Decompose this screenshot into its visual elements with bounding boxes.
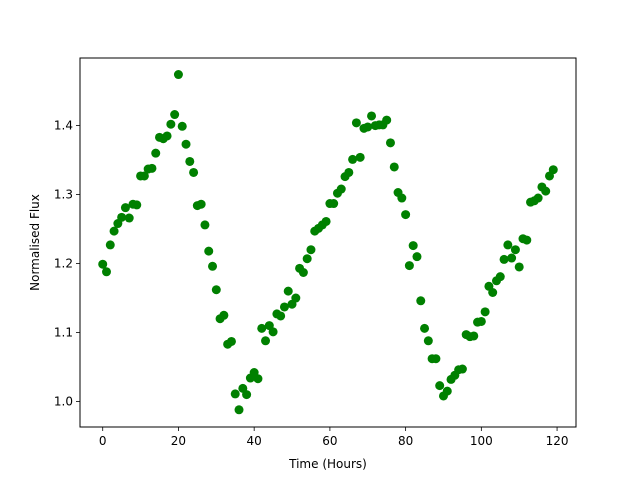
data-point bbox=[102, 267, 111, 277]
data-point bbox=[423, 336, 433, 346]
x-tick-label: 100 bbox=[470, 434, 493, 448]
data-point bbox=[382, 115, 392, 125]
data-point bbox=[321, 216, 331, 226]
data-point bbox=[120, 203, 130, 213]
data-point bbox=[401, 210, 411, 220]
data-point bbox=[132, 200, 142, 210]
data-point bbox=[291, 293, 301, 303]
y-tick-label: 1.3 bbox=[54, 188, 73, 202]
data-point bbox=[200, 220, 210, 230]
data-point bbox=[385, 138, 395, 148]
data-points bbox=[98, 70, 558, 415]
data-point bbox=[306, 245, 316, 255]
data-point bbox=[302, 254, 312, 264]
data-point bbox=[283, 286, 293, 296]
x-axis-label: Time (Hours) bbox=[288, 457, 367, 471]
data-point bbox=[522, 235, 532, 245]
x-tick-label: 20 bbox=[171, 434, 186, 448]
data-point bbox=[363, 122, 373, 132]
data-point bbox=[367, 111, 377, 121]
data-point bbox=[226, 336, 236, 346]
data-point bbox=[348, 154, 358, 164]
data-point bbox=[420, 323, 430, 333]
y-axis-label: Normalised Flux bbox=[28, 194, 42, 291]
data-point bbox=[480, 307, 490, 317]
y-tick-label: 1.2 bbox=[54, 257, 73, 271]
data-point bbox=[177, 121, 187, 131]
data-point bbox=[151, 148, 161, 158]
data-point bbox=[242, 390, 252, 400]
data-point bbox=[510, 245, 520, 255]
data-point bbox=[495, 272, 505, 282]
data-point bbox=[469, 331, 479, 341]
data-point bbox=[211, 285, 221, 295]
data-point bbox=[344, 167, 354, 177]
data-point bbox=[98, 259, 108, 269]
data-point bbox=[170, 110, 180, 120]
data-point bbox=[181, 139, 191, 149]
x-tick-label: 60 bbox=[322, 434, 337, 448]
y-tick-label: 1.4 bbox=[54, 119, 73, 133]
data-point bbox=[117, 212, 127, 222]
data-point bbox=[279, 302, 289, 312]
data-point bbox=[533, 193, 543, 203]
data-point bbox=[230, 389, 240, 399]
data-point bbox=[185, 156, 195, 166]
data-point bbox=[514, 262, 524, 272]
data-point bbox=[276, 311, 286, 321]
data-point bbox=[336, 184, 346, 194]
data-point bbox=[196, 199, 206, 209]
data-point bbox=[351, 118, 361, 128]
data-point bbox=[329, 199, 339, 209]
data-point bbox=[355, 152, 365, 162]
data-point bbox=[261, 336, 271, 346]
data-point bbox=[457, 364, 467, 374]
data-point bbox=[166, 119, 176, 129]
plot-frame bbox=[79, 57, 577, 428]
data-point bbox=[147, 163, 157, 173]
data-point bbox=[435, 381, 445, 391]
x-tick-label: 80 bbox=[398, 434, 413, 448]
y-axis-ticks: 1.0 1.1 1.2 1.3 1.4 bbox=[54, 119, 80, 408]
data-point bbox=[109, 226, 119, 236]
x-tick-label: 120 bbox=[546, 434, 569, 448]
data-point bbox=[503, 240, 513, 250]
data-point bbox=[162, 131, 172, 141]
data-point bbox=[499, 254, 509, 264]
data-point bbox=[257, 323, 267, 333]
data-point bbox=[105, 240, 115, 250]
data-point bbox=[397, 193, 407, 203]
data-point bbox=[408, 241, 418, 251]
data-point bbox=[253, 374, 263, 384]
data-point bbox=[234, 405, 244, 415]
data-point bbox=[442, 386, 452, 396]
data-point bbox=[124, 213, 134, 223]
data-point bbox=[204, 246, 214, 256]
data-point bbox=[189, 167, 199, 177]
data-point bbox=[507, 253, 517, 263]
x-tick-label: 40 bbox=[247, 434, 262, 448]
x-axis-ticks: 0 20 40 60 80 100 120 bbox=[99, 427, 569, 448]
y-tick-label: 1.1 bbox=[54, 326, 73, 340]
data-point bbox=[219, 310, 229, 320]
data-point bbox=[548, 165, 558, 175]
data-point bbox=[431, 354, 441, 364]
data-point bbox=[416, 296, 426, 306]
data-point bbox=[404, 261, 414, 271]
data-point bbox=[139, 171, 149, 181]
data-point bbox=[412, 252, 422, 262]
data-point bbox=[268, 327, 278, 337]
data-point bbox=[476, 316, 486, 326]
data-point bbox=[208, 261, 218, 271]
data-point bbox=[173, 70, 183, 80]
x-tick-label: 0 bbox=[99, 434, 107, 448]
data-point bbox=[541, 186, 551, 196]
data-point bbox=[488, 288, 498, 297]
y-tick-label: 1.0 bbox=[54, 394, 73, 408]
data-point bbox=[298, 268, 308, 277]
data-point bbox=[389, 162, 399, 172]
